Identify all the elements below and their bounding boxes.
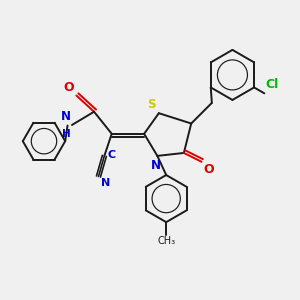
Text: N: N bbox=[101, 178, 111, 188]
Text: Cl: Cl bbox=[266, 78, 279, 91]
Text: H: H bbox=[62, 128, 70, 139]
Text: C: C bbox=[107, 150, 116, 160]
Text: O: O bbox=[63, 81, 74, 94]
Text: N: N bbox=[61, 110, 70, 124]
Text: O: O bbox=[203, 163, 214, 176]
Text: S: S bbox=[147, 98, 155, 111]
Text: N: N bbox=[151, 159, 161, 172]
Text: CH₃: CH₃ bbox=[157, 236, 175, 246]
